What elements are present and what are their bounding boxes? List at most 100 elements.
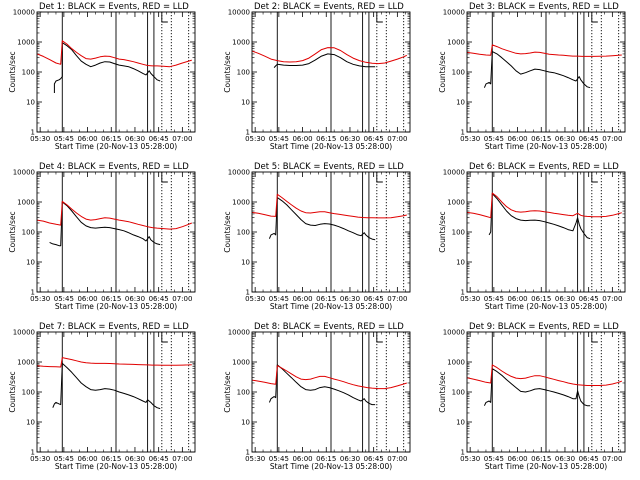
series-line-lld [36, 200, 192, 230]
detector-panel-8: Det 8: BLACK = Events, RED = LLD 1 10 100 10… [223, 322, 411, 471]
series-line-events [268, 197, 376, 241]
y-tick-label: 1 [31, 449, 35, 457]
x-tick-label: 07:00 [602, 135, 622, 143]
series-line-events [273, 53, 376, 68]
y-tick-label: 10000 [13, 9, 35, 17]
x-tick-label: 05:45 [54, 135, 74, 143]
y-tick-label: 10 [26, 259, 35, 267]
y-tick-label: 10 [26, 419, 35, 427]
y-tick-label: 100 [237, 389, 250, 397]
panel-title: Det 7: BLACK = Events, RED = LLD [39, 322, 189, 332]
x-axis-label: Start Time (20-Nov-13 05:28:00) [55, 462, 177, 471]
series-line-events [53, 42, 161, 93]
x-tick-label: 06:30 [555, 295, 575, 303]
x-tick-label: 06:30 [125, 295, 145, 303]
y-tick-label: 1000 [447, 359, 465, 367]
panel-title: Det 4: BLACK = Events, RED = LLD [39, 162, 189, 172]
y-tick-label: 10000 [13, 329, 35, 337]
x-tick-label: 05:45 [269, 295, 289, 303]
x-tick-label: 05:30 [460, 135, 480, 143]
y-tick-label: 1000 [17, 199, 35, 207]
y-axis-label: Counts/sec [8, 211, 17, 252]
y-tick-label: 10 [241, 419, 250, 427]
series-line-lld [466, 364, 622, 386]
y-tick-label: 1 [246, 289, 250, 297]
x-tick-label: 05:30 [30, 295, 50, 303]
x-tick-label: 06:30 [340, 455, 360, 463]
y-tick-label: 1 [31, 129, 35, 137]
series-line-events [488, 193, 591, 240]
x-tick-label: 06:30 [340, 295, 360, 303]
y-tick-label: 1 [31, 289, 35, 297]
x-tick-label: 07:00 [602, 455, 622, 463]
detector-panel-7: Det 7: BLACK = Events, RED = LLD 1 10 100 10… [8, 322, 196, 471]
y-axis-label: Counts/sec [438, 371, 447, 412]
y-axis-label: Counts/sec [223, 51, 232, 92]
y-tick-label: 10000 [443, 169, 465, 177]
x-tick-label: 06:00 [507, 135, 527, 143]
y-tick-label: 100 [452, 69, 465, 77]
y-tick-label: 10 [456, 419, 465, 427]
plot-frame [466, 11, 626, 133]
y-tick-label: 1000 [232, 39, 250, 47]
y-tick-label: 10 [26, 99, 35, 107]
y-tick-label: 10000 [443, 9, 465, 17]
plot-frame [36, 171, 196, 293]
y-tick-label: 1 [246, 449, 250, 457]
x-tick-label: 07:00 [387, 295, 407, 303]
x-tick-label: 06:30 [125, 135, 145, 143]
marker-bracket [591, 172, 598, 183]
x-tick-label: 06:45 [364, 455, 384, 463]
x-tick-label: 05:30 [460, 295, 480, 303]
x-tick-label: 06:45 [579, 455, 599, 463]
y-tick-label: 10 [456, 259, 465, 267]
panel-title: Det 9: BLACK = Events, RED = LLD [469, 322, 619, 332]
series-line-events [49, 201, 161, 247]
plot-frame [251, 171, 411, 293]
x-tick-label: 06:45 [364, 135, 384, 143]
y-tick-label: 1000 [447, 199, 465, 207]
x-tick-label: 06:15 [316, 295, 336, 303]
x-tick-label: 05:45 [484, 295, 504, 303]
y-tick-label: 10000 [228, 169, 250, 177]
y-tick-label: 1000 [232, 199, 250, 207]
x-tick-label: 05:30 [245, 135, 265, 143]
x-tick-label: 06:00 [77, 455, 97, 463]
series-line-lld [251, 193, 407, 219]
detector-panel-6: Det 6: BLACK = Events, RED = LLD 1 10 100 10… [438, 162, 626, 311]
detector-panel-2: Det 2: BLACK = Events, RED = LLD 1 10 100 10… [223, 2, 411, 151]
y-tick-label: 1 [461, 289, 465, 297]
y-tick-label: 100 [452, 229, 465, 237]
marker-bracket [376, 12, 383, 23]
x-tick-label: 07:00 [387, 135, 407, 143]
y-axis-label: Counts/sec [223, 211, 232, 252]
x-axis-label: Start Time (20-Nov-13 05:28:00) [55, 302, 177, 311]
y-tick-label: 1 [461, 129, 465, 137]
x-tick-label: 06:00 [292, 135, 312, 143]
x-axis-label: Start Time (20-Nov-13 05:28:00) [55, 142, 177, 151]
x-axis-label: Start Time (20-Nov-13 05:28:00) [270, 142, 392, 151]
panel-title: Det 3: BLACK = Events, RED = LLD [469, 2, 619, 12]
detector-panel-5: Det 5: BLACK = Events, RED = LLD 1 10 100 10… [223, 162, 411, 311]
x-tick-label: 06:15 [101, 135, 121, 143]
y-tick-label: 1000 [447, 39, 465, 47]
y-tick-label: 10000 [443, 329, 465, 337]
x-tick-label: 05:30 [30, 135, 50, 143]
x-tick-label: 05:45 [269, 455, 289, 463]
series-line-events [52, 362, 161, 410]
x-axis-label: Start Time (20-Nov-13 05:28:00) [270, 462, 392, 471]
y-tick-label: 10000 [228, 9, 250, 17]
y-axis-label: Counts/sec [438, 51, 447, 92]
x-tick-label: 05:45 [54, 455, 74, 463]
x-tick-label: 05:30 [30, 455, 50, 463]
series-line-events [483, 51, 591, 89]
panel-title: Det 5: BLACK = Events, RED = LLD [254, 162, 404, 172]
x-tick-label: 06:45 [579, 135, 599, 143]
x-tick-label: 06:00 [292, 295, 312, 303]
x-tick-label: 06:15 [531, 135, 551, 143]
x-tick-label: 05:30 [245, 295, 265, 303]
x-tick-label: 05:45 [484, 455, 504, 463]
plot-frame [466, 171, 626, 293]
x-tick-label: 05:45 [269, 135, 289, 143]
x-tick-label: 06:15 [101, 455, 121, 463]
